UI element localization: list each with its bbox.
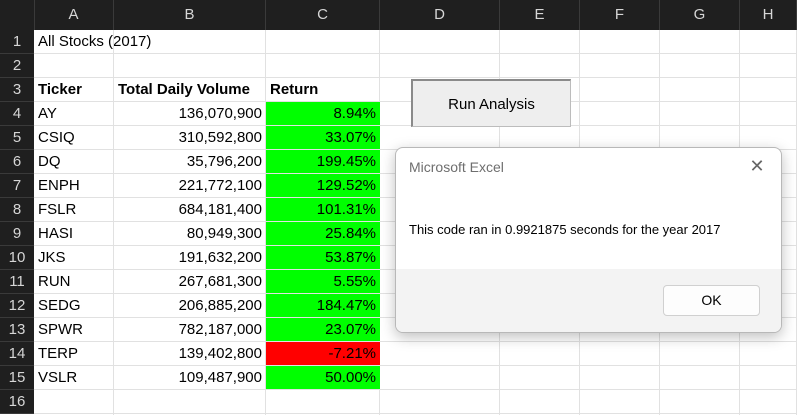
- column-header-row: [0, 0, 797, 30]
- ticker-cell[interactable]: AY: [38, 105, 57, 122]
- header-ticker[interactable]: Ticker: [38, 81, 82, 98]
- volume-cell[interactable]: 80,949,300: [186, 225, 262, 242]
- volume-cell[interactable]: 267,681,300: [178, 273, 262, 290]
- volume-cell[interactable]: 139,402,800: [178, 345, 262, 362]
- column-header-b[interactable]: B: [114, 0, 266, 30]
- row-header-7[interactable]: 7: [0, 174, 34, 198]
- ticker-cell[interactable]: DQ: [38, 153, 61, 170]
- return-cell[interactable]: 53.87%: [266, 246, 380, 269]
- ticker-cell[interactable]: FSLR: [38, 201, 77, 218]
- return-cell[interactable]: 50.00%: [266, 366, 380, 389]
- return-cell[interactable]: 129.52%: [266, 174, 380, 197]
- volume-cell[interactable]: 782,187,000: [178, 321, 262, 338]
- grid-hline: [34, 77, 797, 78]
- sheet-title-cell[interactable]: All Stocks (2017): [38, 33, 152, 50]
- column-header-e[interactable]: E: [500, 0, 580, 30]
- ticker-cell[interactable]: RUN: [38, 273, 71, 290]
- volume-cell[interactable]: 109,487,900: [178, 369, 262, 386]
- dialog-message: This code ran in 0.9921875 seconds for t…: [409, 222, 721, 237]
- ticker-cell[interactable]: JKS: [38, 249, 66, 266]
- return-cell[interactable]: 25.84%: [266, 222, 380, 245]
- row-header-11[interactable]: 11: [0, 270, 34, 294]
- volume-cell[interactable]: 136,070,900: [178, 105, 262, 122]
- ticker-cell[interactable]: SEDG: [38, 297, 81, 314]
- row-header-2[interactable]: 2: [0, 54, 34, 78]
- ok-button[interactable]: OK: [663, 285, 760, 316]
- row-header-6[interactable]: 6: [0, 150, 34, 174]
- row-header-4[interactable]: 4: [0, 102, 34, 126]
- grid-vline: [265, 30, 266, 415]
- row-header-3[interactable]: 3: [0, 78, 34, 102]
- header-volume[interactable]: Total Daily Volume: [118, 81, 250, 98]
- grid-hline: [34, 389, 797, 390]
- volume-cell[interactable]: 35,796,200: [186, 153, 262, 170]
- volume-cell[interactable]: 191,632,200: [178, 249, 262, 266]
- row-header-13[interactable]: 13: [0, 318, 34, 342]
- ticker-cell[interactable]: VSLR: [38, 369, 78, 386]
- row-header-10[interactable]: 10: [0, 246, 34, 270]
- row-header-5[interactable]: 5: [0, 126, 34, 150]
- dialog-title: Microsoft Excel: [409, 159, 504, 175]
- return-cell[interactable]: 101.31%: [266, 198, 380, 221]
- ticker-cell[interactable]: ENPH: [38, 177, 80, 194]
- row-header-9[interactable]: 9: [0, 222, 34, 246]
- header-return[interactable]: Return: [270, 81, 319, 98]
- row-header-14[interactable]: 14: [0, 342, 34, 366]
- dialog-footer: OK: [396, 269, 781, 332]
- return-cell[interactable]: 33.07%: [266, 126, 380, 149]
- run-analysis-button[interactable]: Run Analysis: [411, 79, 571, 127]
- column-header-h[interactable]: H: [740, 0, 797, 30]
- row-header-15[interactable]: 15: [0, 366, 34, 390]
- column-header-c[interactable]: C: [266, 0, 380, 30]
- message-dialog: Microsoft Excel ✕ This code ran in 0.992…: [395, 147, 782, 333]
- volume-cell[interactable]: 684,181,400: [178, 201, 262, 218]
- return-cell[interactable]: 8.94%: [266, 102, 380, 125]
- return-cell[interactable]: -7.21%: [266, 342, 380, 365]
- column-header-d[interactable]: D: [380, 0, 500, 30]
- return-cell[interactable]: 199.45%: [266, 150, 380, 173]
- select-all-corner[interactable]: [0, 0, 35, 30]
- close-icon[interactable]: ✕: [749, 156, 765, 176]
- grid-hline: [34, 365, 797, 366]
- ticker-cell[interactable]: TERP: [38, 345, 79, 362]
- grid-hline: [34, 53, 797, 54]
- volume-cell[interactable]: 221,772,100: [178, 177, 262, 194]
- grid-vline: [113, 30, 114, 415]
- row-header-16[interactable]: 16: [0, 390, 34, 414]
- ticker-cell[interactable]: HASI: [38, 225, 74, 242]
- column-header-g[interactable]: G: [660, 0, 740, 30]
- column-header-f[interactable]: F: [580, 0, 660, 30]
- row-header-1[interactable]: 1: [0, 30, 34, 54]
- volume-cell[interactable]: 310,592,800: [178, 129, 262, 146]
- grid-hline: [34, 341, 797, 342]
- grid-hline: [34, 413, 797, 414]
- volume-cell[interactable]: 206,885,200: [178, 297, 262, 314]
- return-cell[interactable]: 5.55%: [266, 270, 380, 293]
- row-header-8[interactable]: 8: [0, 198, 34, 222]
- ticker-cell[interactable]: SPWR: [38, 321, 83, 338]
- row-header-12[interactable]: 12: [0, 294, 34, 318]
- return-cell[interactable]: 184.47%: [266, 294, 380, 317]
- column-header-a[interactable]: A: [34, 0, 114, 30]
- return-cell[interactable]: 23.07%: [266, 318, 380, 341]
- ticker-cell[interactable]: CSIQ: [38, 129, 75, 146]
